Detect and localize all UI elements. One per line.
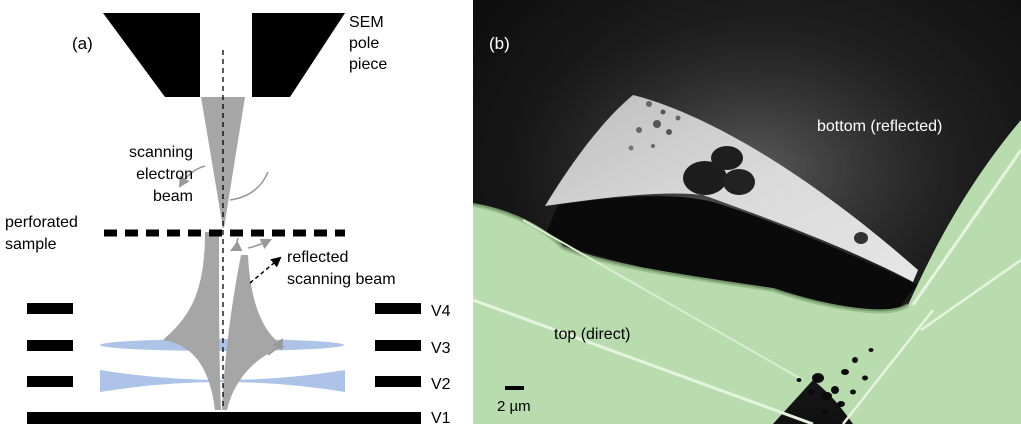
reflected-beam (222, 255, 286, 410)
sem-micrograph: (b) bottom (reflected) top (direct) 2 µm (472, 0, 1021, 426)
ridge-4 (920, 258, 1021, 332)
reflected-label-2: scanning beam (287, 271, 396, 288)
electrode-label-v2: V2 (431, 376, 451, 393)
ridge-5 (842, 309, 934, 425)
pole-piece-label-3: piece (349, 56, 387, 73)
electrode-v4-right (375, 303, 421, 314)
lens-field-v2 (100, 370, 345, 392)
pore-large-2 (723, 169, 755, 195)
electrode-label-v4: V4 (431, 303, 451, 320)
beam-label-3: beam (153, 188, 193, 205)
schematic-panel: (a) SEM pole piece scanning electron bea… (0, 0, 470, 427)
schematic-diagram: (a) SEM pole piece scanning electron bea… (5, 13, 451, 427)
electrode-label-v1: V1 (431, 410, 451, 424)
panel-a-label: (a) (72, 34, 93, 53)
ridge-1 (472, 298, 814, 426)
micrograph-panel: (b) bottom (reflected) top (direct) 2 µm (472, 0, 1021, 426)
electrode-v4-left (27, 303, 73, 314)
scanning-beam-lower-left (163, 232, 221, 410)
pole-piece-label-1: SEM (349, 14, 384, 31)
reflect-arrow-right (247, 238, 273, 250)
electrode-v1 (27, 412, 421, 424)
electrode-v2-left (27, 376, 73, 387)
beam-label-1: scanning (129, 144, 193, 161)
pore-large-1 (683, 161, 727, 195)
reflected-label-1: reflected (287, 249, 348, 266)
electrode-label-v3: V3 (431, 340, 451, 357)
scan-arrow-left (178, 165, 206, 188)
pore-large-3 (711, 146, 743, 170)
electrode-v3-left (27, 340, 73, 351)
pole-piece-left (103, 13, 200, 97)
reflect-arrow-lower (267, 338, 284, 356)
electrode-v2-right (375, 376, 421, 387)
direct-top-region (473, 120, 1021, 424)
reflect-arrow-left (229, 237, 243, 252)
sample-label-2: sample (5, 236, 57, 253)
electrode-v3-right (375, 340, 421, 351)
bottom-reflected-label: bottom (reflected) (817, 118, 942, 135)
scale-bar (505, 386, 524, 390)
dark-hole (543, 196, 918, 319)
pole-piece-label-2: pole (349, 35, 379, 52)
panel-b-label: (b) (489, 34, 510, 53)
ridge-2 (522, 219, 804, 381)
scale-bar-label: 2 µm (497, 398, 531, 415)
top-direct-label: top (direct) (554, 326, 630, 343)
scan-arrow-right (229, 171, 269, 201)
sample-label-1: perforated (5, 214, 78, 231)
pole-piece-right (252, 13, 345, 97)
beam-label-2: electron (136, 166, 193, 183)
lens-field-v3 (100, 339, 344, 351)
ridge-3 (911, 149, 1021, 306)
reflected-pointer-arrow (249, 256, 282, 284)
direct-pores (796, 348, 874, 415)
